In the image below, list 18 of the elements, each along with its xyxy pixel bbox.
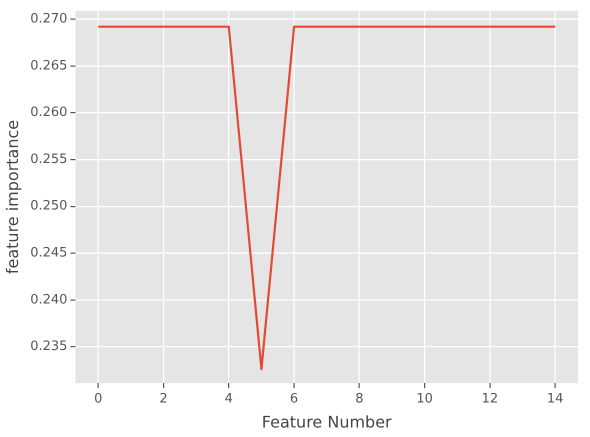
y-axis-title: feature importance: [2, 120, 22, 274]
x-tick-label: 10: [416, 391, 433, 406]
y-tick-label: 0.250: [30, 198, 68, 214]
x-tick-label: 4: [224, 391, 233, 406]
x-tick-label: 6: [290, 391, 298, 406]
x-tick-label: 2: [159, 391, 168, 406]
y-tick-label: 0.260: [30, 105, 68, 120]
x-tick-label: 14: [546, 391, 564, 406]
y-tick-label: 0.240: [30, 292, 68, 308]
y-tick-label: 0.245: [30, 246, 68, 261]
x-tick-label: 8: [355, 391, 364, 406]
x-axis-title: Feature Number: [262, 412, 392, 432]
y-tick-label: 0.265: [30, 58, 68, 74]
y-tick-label: 0.235: [30, 339, 68, 354]
y-tick-label: 0.255: [30, 152, 68, 167]
x-tick-label: 12: [482, 391, 498, 406]
y-tick-label: 0.270: [30, 12, 68, 27]
x-tick-label: 0: [94, 391, 102, 406]
